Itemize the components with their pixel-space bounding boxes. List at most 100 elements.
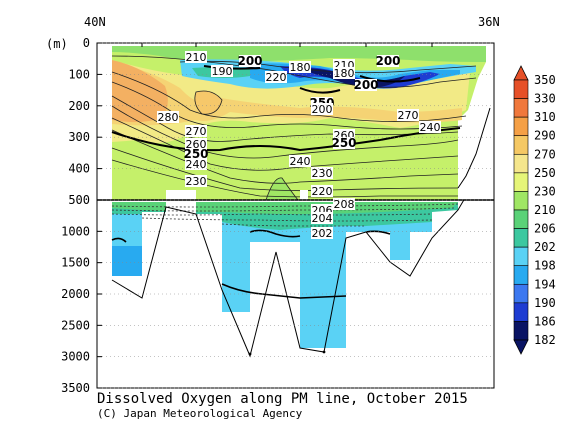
colorbar-label: 290 bbox=[534, 129, 556, 143]
colorbar-label: 182 bbox=[534, 333, 556, 347]
contour-labels: 2102002001901802202101802002502002802702… bbox=[157, 51, 441, 240]
colorbar-segment bbox=[513, 246, 529, 267]
colorbar-label: 202 bbox=[534, 240, 556, 254]
plot-frame bbox=[96, 42, 495, 389]
y-tick-label: 400 bbox=[68, 162, 90, 176]
contour-label-bg bbox=[157, 111, 179, 123]
chart-title: Dissolved Oxygen along PM line, October … bbox=[97, 391, 468, 407]
colorbar-segment bbox=[513, 98, 529, 118]
colorbar-segment bbox=[513, 209, 529, 229]
contour-label: 250 bbox=[183, 147, 208, 161]
contour-label: 260 bbox=[186, 138, 207, 151]
colorbar-segment bbox=[513, 321, 529, 341]
colorbar-segment bbox=[513, 172, 529, 192]
contour-label: 270 bbox=[398, 109, 419, 122]
y-tick-label: 200 bbox=[68, 99, 90, 113]
contour-label-bg bbox=[419, 121, 441, 133]
contour-label-bg bbox=[185, 175, 207, 187]
contour-label: 180 bbox=[334, 67, 355, 80]
contour-label: 210 bbox=[186, 51, 207, 64]
colorbar-label: 210 bbox=[534, 203, 556, 217]
y-tick-label: 3500 bbox=[61, 381, 90, 395]
colorbar-arrow-top bbox=[513, 65, 529, 81]
y-tick-label: 1000 bbox=[61, 224, 90, 238]
contour-label: 250 bbox=[331, 136, 356, 150]
contour-label-bg bbox=[311, 103, 333, 115]
y-tick-label: 1500 bbox=[61, 256, 90, 270]
contour-label-bg bbox=[311, 185, 333, 197]
contour-label-bg bbox=[311, 227, 333, 239]
contour-label: 200 bbox=[353, 78, 378, 92]
contour-label: 280 bbox=[158, 111, 179, 124]
contour-label-bg bbox=[185, 125, 207, 137]
colorbar-segment bbox=[513, 153, 529, 174]
colorbar-segment bbox=[513, 265, 529, 285]
contour-label: 230 bbox=[186, 175, 207, 188]
colorbar-label: 194 bbox=[534, 277, 556, 291]
y-tick-label: 2500 bbox=[61, 318, 90, 332]
colorbar-segment bbox=[513, 79, 529, 99]
contour-label-bg bbox=[185, 158, 207, 170]
contour-label-bg bbox=[265, 71, 287, 83]
colorbar-label: 190 bbox=[534, 296, 556, 310]
contour-label-bg bbox=[333, 198, 355, 210]
colorbar-arrow-bottom bbox=[513, 339, 529, 355]
contour-label-bg bbox=[185, 148, 207, 160]
contour-label-bg bbox=[333, 67, 355, 79]
contour-label: 230 bbox=[312, 167, 333, 180]
contour-label: 220 bbox=[312, 185, 333, 198]
y-tick-label: 0 bbox=[83, 36, 90, 50]
contour-label-bg bbox=[289, 61, 311, 73]
x-label-left: 40N bbox=[84, 15, 106, 29]
contour-label: 190 bbox=[212, 65, 233, 78]
colorbar-label: 330 bbox=[534, 92, 556, 106]
colorbar-segment bbox=[513, 191, 529, 211]
contour-label: 270 bbox=[186, 125, 207, 138]
x-label-right: 36N bbox=[478, 15, 500, 29]
colorbar-label: 198 bbox=[534, 259, 556, 273]
lower-panel bbox=[111, 200, 490, 388]
colorbar-label: 206 bbox=[534, 222, 556, 236]
contour-label: 240 bbox=[186, 158, 207, 171]
chart-credit: (C) Japan Meteorological Agency bbox=[97, 407, 303, 420]
y-tick-label: 2000 bbox=[61, 287, 90, 301]
y-axis-unit: (m) bbox=[46, 37, 68, 51]
contour-label: 220 bbox=[266, 71, 287, 84]
contour-label-bg bbox=[211, 65, 233, 77]
colorbar-label: 310 bbox=[534, 110, 556, 124]
colorbar-label: 270 bbox=[534, 147, 556, 161]
y-tick-label: 100 bbox=[68, 67, 90, 81]
colorbar-segment bbox=[513, 283, 529, 304]
contour-label-bg bbox=[397, 109, 419, 121]
colorbar-label: 186 bbox=[534, 314, 556, 328]
contour-label-bg bbox=[185, 51, 207, 63]
top-ticks bbox=[141, 43, 433, 47]
contour-label-bg bbox=[355, 79, 377, 91]
contour-label-bg bbox=[311, 167, 333, 179]
colorbar-segment bbox=[513, 228, 529, 248]
colorbar-label: 250 bbox=[534, 166, 556, 180]
contour-label-bg bbox=[377, 55, 399, 67]
contour-label: 200 bbox=[237, 54, 262, 68]
contour-label: 202 bbox=[312, 227, 333, 240]
colorbar-label: 230 bbox=[534, 184, 556, 198]
y-axis: 0 100 200 300 400 500 1000 1500 2000 2500 3000 3500 bbox=[61, 36, 494, 395]
contour-label-bg bbox=[311, 212, 333, 224]
colorbar-segment bbox=[513, 135, 529, 155]
contour-label-bg bbox=[185, 138, 207, 150]
y-tick-label: 3000 bbox=[61, 350, 90, 364]
contour-label: 208 bbox=[334, 198, 355, 211]
y-tick-label: 500 bbox=[68, 193, 90, 207]
contour-label: 240 bbox=[290, 155, 311, 168]
contour-label: 204 bbox=[312, 212, 333, 225]
colorbar-segment bbox=[513, 116, 529, 137]
contour-label: 200 bbox=[312, 103, 333, 116]
contour-label-bg bbox=[333, 137, 355, 149]
contour-label-bg bbox=[239, 55, 261, 67]
contour-label: 200 bbox=[375, 54, 400, 68]
y-tick-label: 300 bbox=[68, 130, 90, 144]
contour-label: 180 bbox=[290, 61, 311, 74]
contour-label: 240 bbox=[420, 121, 441, 134]
colorbar: 182 186 190 194 198 202 206 210 230 250 270 290 310 3… bbox=[513, 65, 556, 355]
